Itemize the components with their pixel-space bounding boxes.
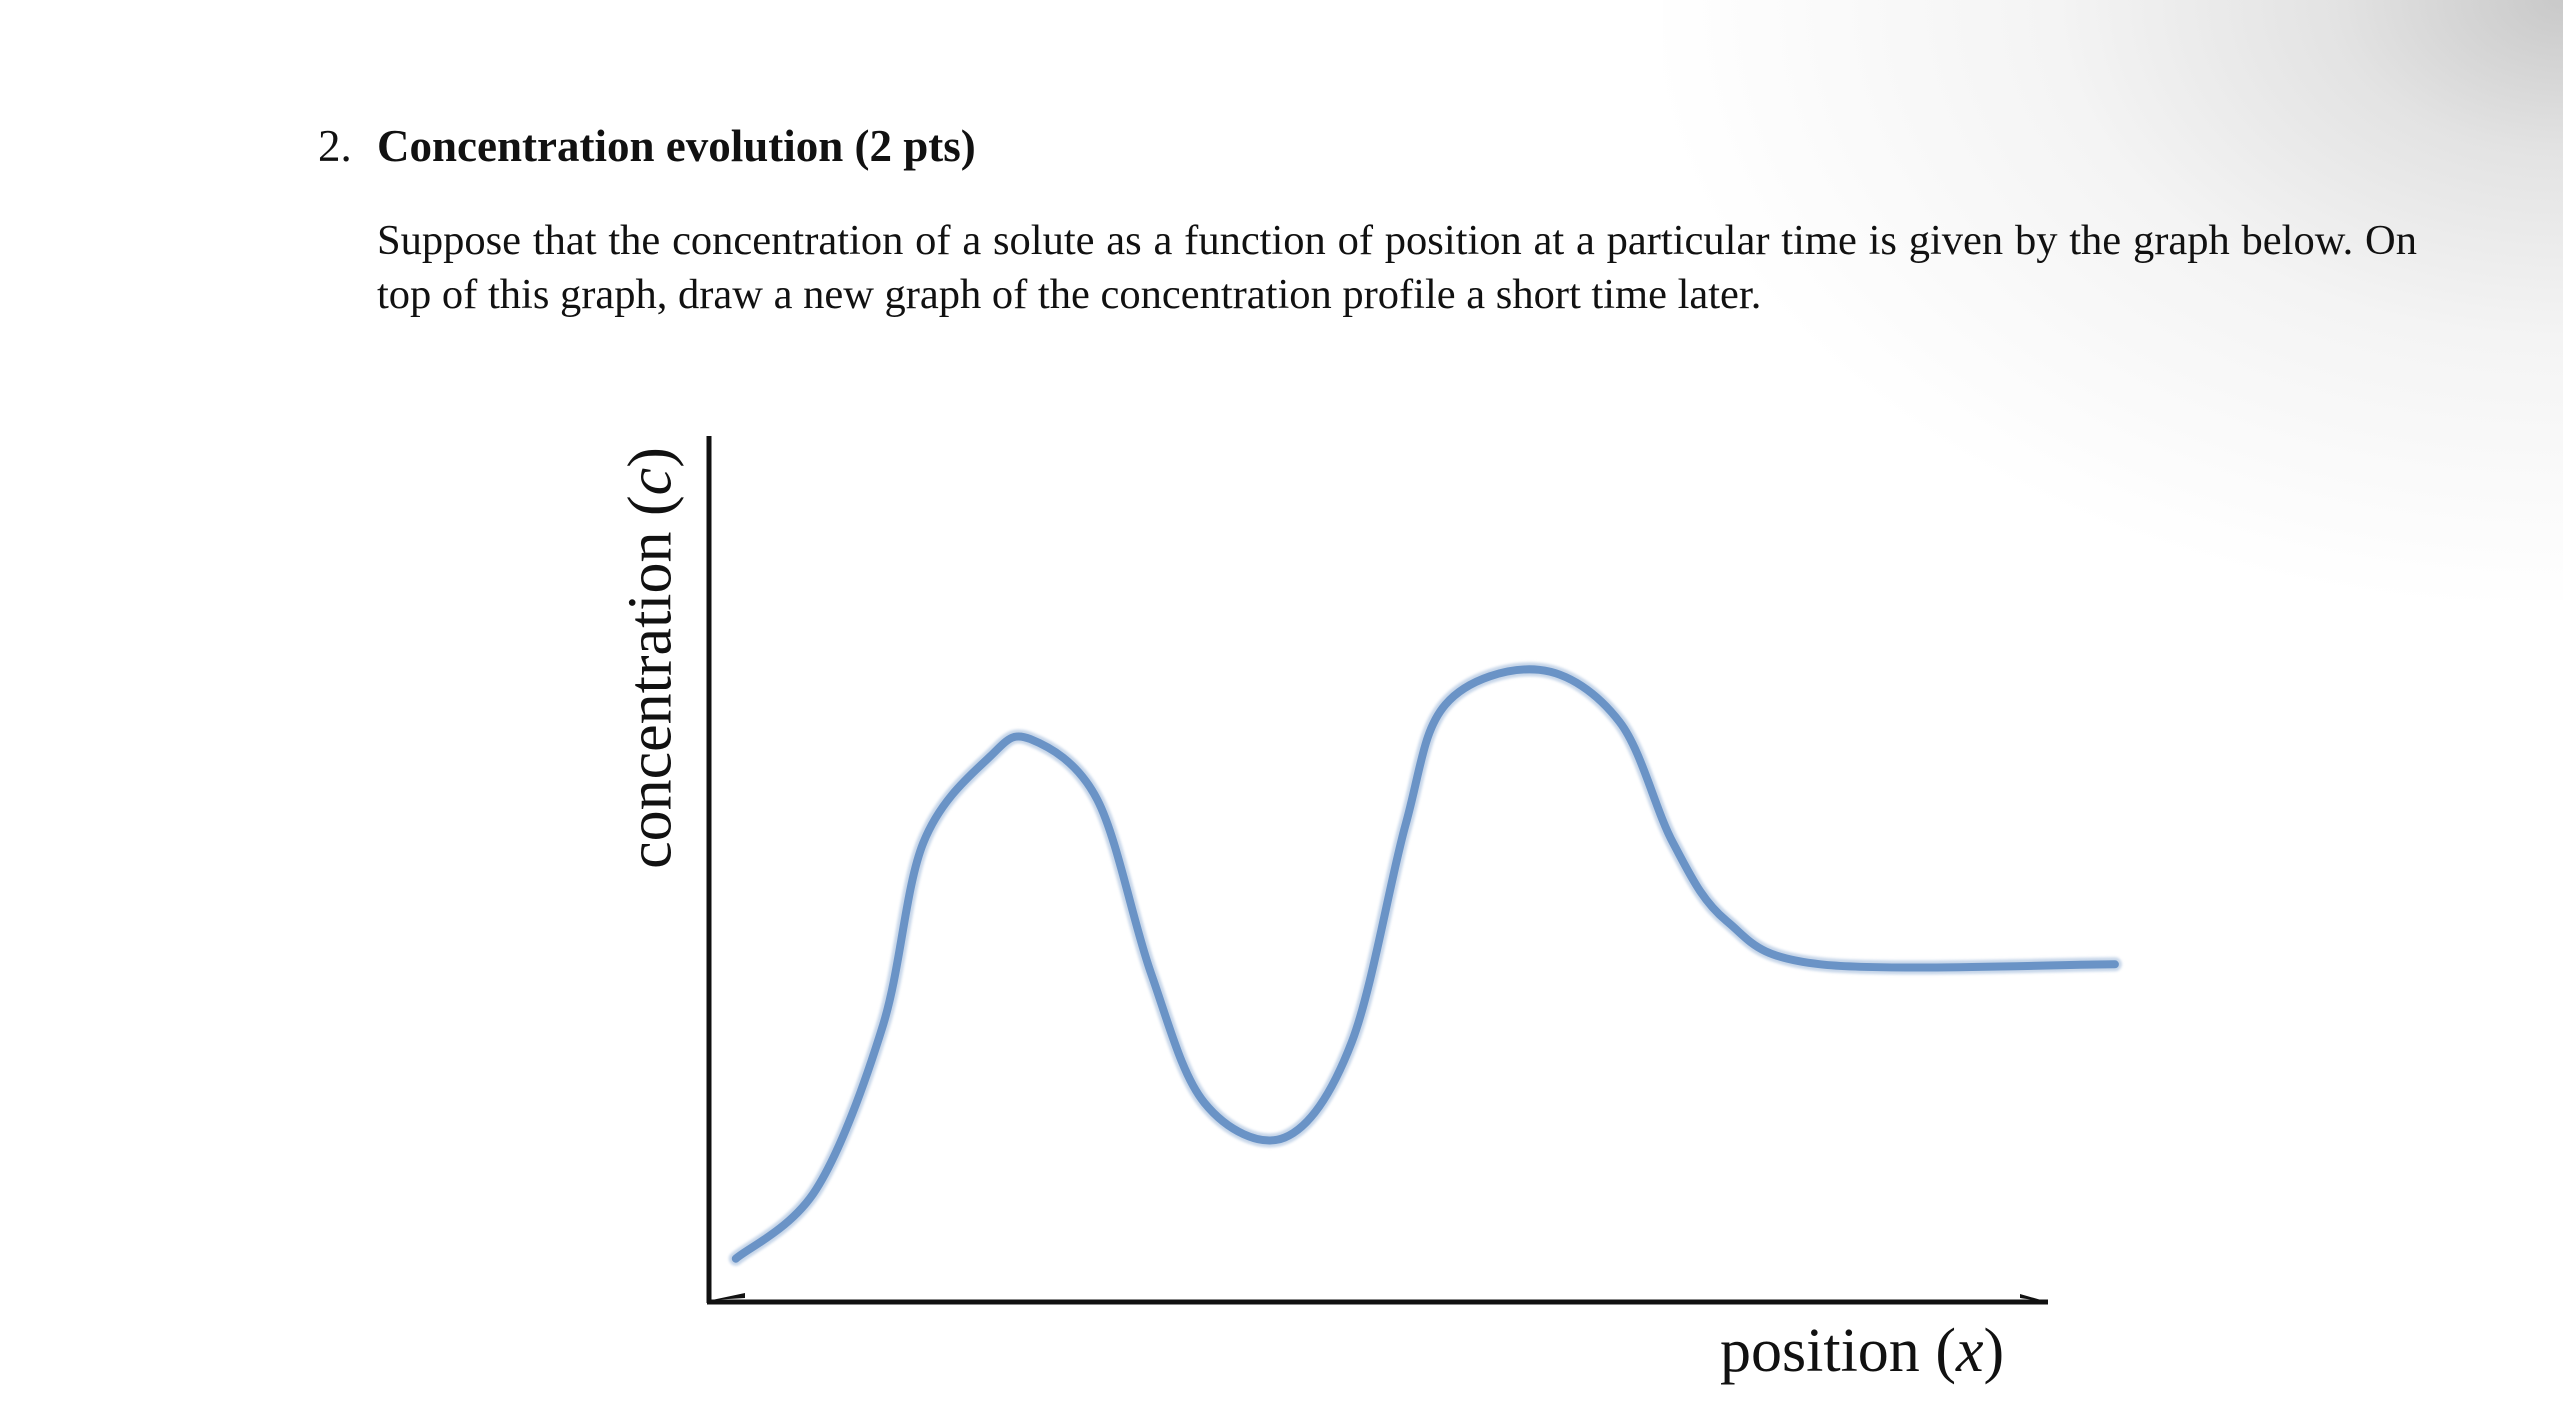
problem-title: Concentration evolution (2 pts) bbox=[377, 121, 976, 171]
problem-2: 2. Concentration evolution (2 pts) Suppos… bbox=[318, 118, 2438, 318]
x-axis-label-close: ) bbox=[1983, 1317, 2005, 1385]
x-axis-label-open: ( bbox=[1935, 1317, 1956, 1385]
concentration-curve bbox=[731, 665, 2119, 1263]
concentration-curve-group bbox=[728, 662, 2122, 1266]
problem-heading: 2. Concentration evolution (2 pts) bbox=[318, 118, 2438, 174]
y-axis-label-close: ) bbox=[616, 447, 685, 468]
problem-number: 2. bbox=[318, 121, 352, 171]
y-axis-label-word: concentration bbox=[616, 531, 685, 869]
x-axis-label: position (x) bbox=[1720, 1316, 2004, 1387]
y-axis-foot-arrow bbox=[712, 1293, 745, 1300]
x-axis-label-variable: x bbox=[1955, 1317, 1984, 1385]
y-axis-label-variable: c bbox=[616, 467, 685, 496]
x-axis-label-word: position bbox=[1720, 1317, 1920, 1385]
problem-statement: Suppose that the concentration of a solu… bbox=[377, 217, 2417, 318]
x-axis-arrowhead bbox=[2020, 1294, 2048, 1302]
y-axis-label: concentration (c) bbox=[616, 447, 687, 869]
y-axis-label-open: ( bbox=[616, 495, 685, 516]
